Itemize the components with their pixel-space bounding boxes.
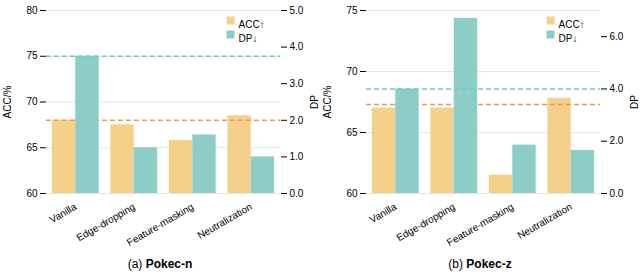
svg-text:DP↓: DP↓ xyxy=(239,33,258,44)
svg-text:5.0: 5.0 xyxy=(290,5,304,16)
svg-text:75: 75 xyxy=(26,50,38,61)
svg-text:70: 70 xyxy=(346,66,358,77)
svg-text:ACC/%: ACC/% xyxy=(322,86,333,119)
svg-text:DP: DP xyxy=(309,95,320,109)
svg-text:65: 65 xyxy=(26,142,38,153)
svg-text:ACC↑: ACC↑ xyxy=(559,19,585,30)
svg-text:ACC↑: ACC↑ xyxy=(239,19,265,30)
svg-text:2.0: 2.0 xyxy=(610,135,624,146)
svg-text:Feature-masking: Feature-masking xyxy=(445,201,515,248)
svg-text:4.0: 4.0 xyxy=(610,83,624,94)
svg-text:70: 70 xyxy=(26,96,38,107)
svg-text:0.0: 0.0 xyxy=(290,188,304,199)
html-text:(b) Pokec-z: (b) Pokec-z xyxy=(448,257,512,271)
svg-text:ACC/%: ACC/% xyxy=(2,86,13,119)
svg-text:4.0: 4.0 xyxy=(290,41,304,52)
svg-text:Neutralization: Neutralization xyxy=(515,201,573,241)
svg-text:6.0: 6.0 xyxy=(610,31,624,42)
svg-text:Neutralization: Neutralization xyxy=(195,201,253,241)
svg-text:Vanilla: Vanilla xyxy=(367,201,398,225)
svg-text:80: 80 xyxy=(26,5,38,16)
svg-text:DP↓: DP↓ xyxy=(559,33,578,44)
svg-text:75: 75 xyxy=(346,5,358,16)
svg-text:Vanilla: Vanilla xyxy=(47,201,78,225)
svg-text:DP: DP xyxy=(629,95,640,109)
svg-text:2.0: 2.0 xyxy=(290,115,304,126)
svg-text:Edge-dropping: Edge-dropping xyxy=(394,200,457,244)
svg-text:0.0: 0.0 xyxy=(610,188,624,199)
svg-text:1.0: 1.0 xyxy=(290,151,304,162)
svg-text:65: 65 xyxy=(346,127,358,138)
svg-text:Feature-masking: Feature-masking xyxy=(125,201,195,248)
html-text:(a) Pokec-n: (a) Pokec-n xyxy=(127,257,193,271)
svg-text:60: 60 xyxy=(26,188,38,199)
svg-text:60: 60 xyxy=(346,188,358,199)
svg-text:Edge-dropping: Edge-dropping xyxy=(74,200,137,244)
svg-text:3.0: 3.0 xyxy=(290,78,304,89)
